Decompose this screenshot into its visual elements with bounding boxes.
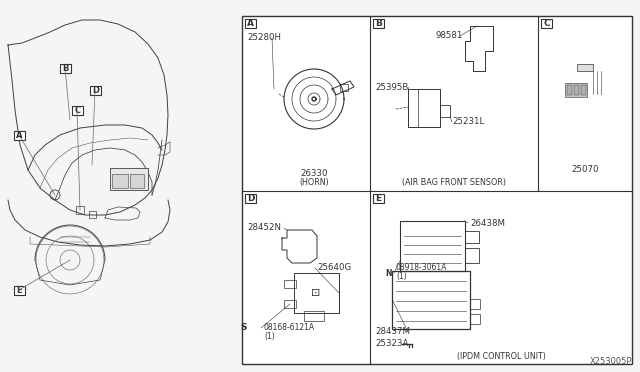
Text: (HORN): (HORN)	[299, 177, 329, 186]
Bar	[14, 286, 25, 295]
Bar	[76, 206, 84, 214]
Text: 25640G: 25640G	[317, 263, 351, 273]
Text: 25231L: 25231L	[452, 118, 484, 126]
Text: 25323A: 25323A	[375, 340, 408, 349]
Text: C: C	[543, 19, 550, 28]
Bar	[373, 194, 384, 203]
Text: C: C	[74, 106, 81, 115]
Text: D: D	[92, 86, 99, 95]
Text: X253005P: X253005P	[589, 357, 632, 366]
Bar	[373, 19, 384, 28]
Text: 08918-3061A: 08918-3061A	[396, 263, 447, 273]
Bar	[110, 168, 148, 190]
Bar	[581, 85, 586, 95]
Bar	[567, 85, 572, 95]
Bar	[284, 280, 296, 288]
Text: 26330: 26330	[300, 169, 328, 177]
Text: 25280H: 25280H	[247, 33, 281, 42]
Bar	[408, 89, 440, 127]
Text: 25070: 25070	[572, 164, 599, 173]
Text: B: B	[375, 19, 382, 28]
Bar	[577, 64, 593, 71]
Bar	[130, 174, 144, 188]
Bar	[90, 86, 101, 95]
Text: B: B	[62, 64, 68, 73]
Bar	[245, 19, 256, 28]
Bar	[112, 174, 128, 188]
Text: E: E	[17, 286, 22, 295]
Text: 25395B: 25395B	[375, 83, 408, 92]
Text: 98581: 98581	[435, 32, 462, 41]
Bar	[72, 106, 83, 115]
Text: (1): (1)	[264, 331, 275, 340]
Bar	[565, 83, 587, 97]
Text: ⊡: ⊡	[311, 288, 321, 298]
Text: (IPDM CONTROL UNIT): (IPDM CONTROL UNIT)	[456, 352, 545, 360]
Text: (1): (1)	[396, 273, 407, 282]
Text: N: N	[385, 269, 391, 278]
Polygon shape	[563, 64, 603, 99]
Text: 26438M: 26438M	[470, 218, 505, 228]
Text: D: D	[247, 194, 254, 203]
Bar	[465, 248, 479, 263]
Bar	[470, 299, 480, 309]
Bar	[14, 131, 25, 140]
Bar	[465, 231, 479, 243]
Bar	[60, 64, 71, 73]
Bar	[470, 314, 480, 324]
Bar	[440, 105, 450, 117]
Bar	[392, 271, 470, 329]
Bar	[574, 85, 579, 95]
Text: A: A	[247, 19, 254, 28]
Bar	[242, 16, 632, 364]
Bar	[245, 194, 256, 203]
Bar	[541, 19, 552, 28]
Text: 28437M: 28437M	[375, 327, 410, 337]
Text: A: A	[16, 131, 23, 140]
Text: 28452N: 28452N	[247, 224, 281, 232]
Bar	[284, 300, 296, 308]
Bar	[400, 221, 465, 271]
Bar	[340, 84, 348, 91]
Bar	[304, 311, 324, 321]
Text: S: S	[241, 324, 247, 333]
Polygon shape	[590, 69, 615, 94]
Text: 08168-6121A: 08168-6121A	[264, 324, 315, 333]
Bar	[89, 211, 96, 218]
Text: E: E	[376, 194, 381, 203]
Bar	[294, 273, 339, 313]
Text: (AIR BAG FRONT SENSOR): (AIR BAG FRONT SENSOR)	[402, 177, 506, 186]
